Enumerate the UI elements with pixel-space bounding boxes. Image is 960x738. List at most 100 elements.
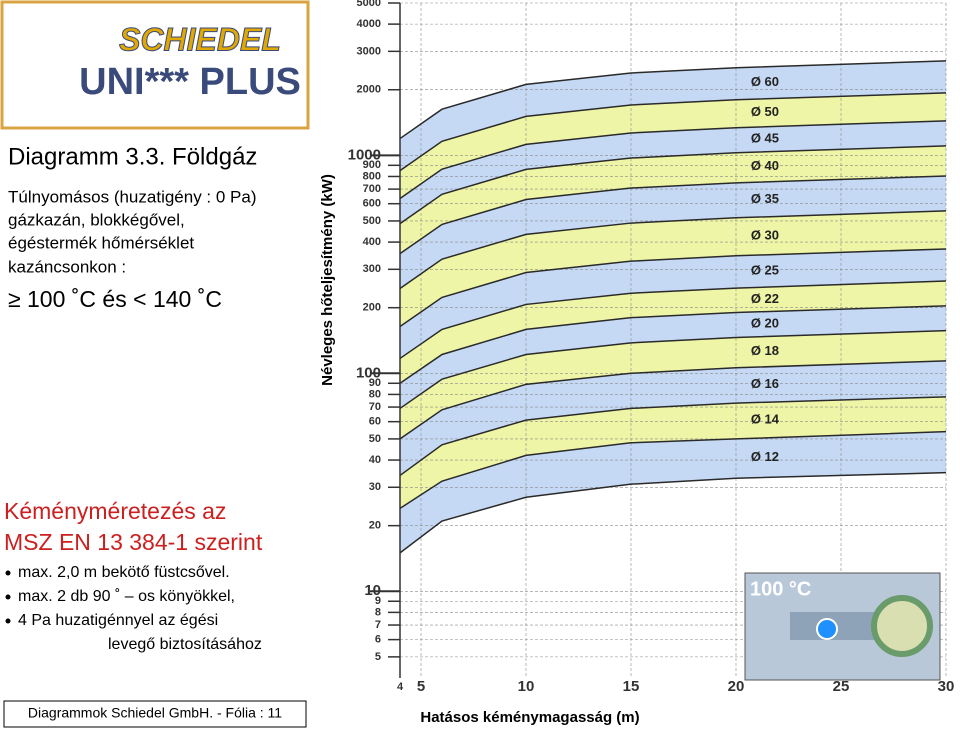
- y-tick-label: 700: [363, 183, 381, 195]
- x-tick-label: 25: [833, 678, 850, 695]
- band-boundary: [399, 280, 947, 360]
- band-label: Ø 45: [751, 131, 779, 146]
- band-boundary: [399, 329, 947, 410]
- condition: ≥ 100 ˚C és < 140 ˚C: [8, 286, 222, 312]
- band-fill: [400, 120, 946, 224]
- plot: Ø 60 Ø 50 Ø 45 Ø 40 Ø 35 Ø 30 Ø 25 Ø 22 Ø 20 Ø 18…: [348, 0, 955, 695]
- inset-label: 100 °C: [750, 578, 811, 600]
- heading-line: Kéményméretezés az: [4, 498, 226, 524]
- y-tick-label: 300: [363, 263, 381, 275]
- y-tick-label: 6: [375, 634, 381, 646]
- description-line: kazáncsonkon :: [8, 257, 126, 276]
- band-label: Ø 18: [751, 343, 779, 358]
- band-boundary: [399, 360, 947, 440]
- band-label: Ø 25: [751, 262, 779, 277]
- band-label: Ø 22: [751, 291, 779, 306]
- y-tick-label: 200: [363, 302, 381, 314]
- band-boundary: [399, 248, 947, 328]
- x-tick-label: 30: [938, 678, 955, 695]
- band-label: Ø 30: [751, 227, 779, 242]
- band-fill: [400, 281, 946, 384]
- heading-line: MSZ EN 13 384-1 szerint: [4, 529, 263, 555]
- description-line: égéstermék hőmérséklet: [8, 233, 194, 252]
- band-label: Ø 50: [751, 104, 779, 119]
- band-fill: [400, 92, 946, 199]
- y-tick-label: 70: [369, 401, 381, 413]
- y-tick-label: 400: [363, 236, 381, 248]
- y-tick-label: 40: [369, 454, 381, 466]
- description-line: gázkazán, blokkégővel,: [8, 210, 185, 229]
- y-tick-label: 3000: [357, 45, 381, 57]
- band-boundary: [399, 92, 947, 172]
- band-fill: [400, 145, 946, 254]
- y-tick-label: 30: [369, 481, 381, 493]
- bullet: max. 2,0 m bekötő füstcsővel.: [18, 564, 230, 581]
- band-fill: [400, 431, 946, 553]
- y-tick-label: 800: [363, 170, 381, 182]
- bullet-dot: [5, 618, 11, 624]
- band-fill: [400, 175, 946, 289]
- logo-product: UNI*** PLUS: [79, 61, 301, 103]
- y-tick-label: 7: [375, 619, 381, 631]
- bullet: 4 Pa huzatigénnyel az égési: [18, 612, 218, 629]
- y-tick-label: 50: [369, 433, 381, 445]
- y-tick-label: 8: [375, 606, 381, 618]
- band-label: Ø 60: [751, 74, 779, 89]
- slide-title: Diagramm 3.3. Földgáz: [8, 143, 257, 170]
- x-tick-label: 5: [417, 678, 425, 695]
- y-tick-label: 5: [375, 651, 381, 663]
- band-fill: [400, 396, 946, 509]
- y-tick-label: 20: [369, 520, 381, 532]
- band-label: Ø 12: [751, 449, 779, 464]
- logo-brand: SCHIEDEL: [119, 21, 281, 57]
- band-boundary: [399, 471, 947, 554]
- x-axis-label: Hatásos kéménymagasság (m): [420, 709, 639, 726]
- band-label: Ø 35: [751, 191, 779, 206]
- inset-dot: [816, 618, 838, 640]
- band-fill: [400, 305, 946, 409]
- footer-box: [3, 700, 307, 728]
- band-label: Ø 16: [751, 376, 779, 391]
- band-boundary: [399, 430, 947, 510]
- y-tick-label: 900: [363, 159, 381, 171]
- y-tick-label: 5000: [357, 0, 381, 9]
- band-boundary: [399, 175, 947, 255]
- band-fill: [400, 360, 946, 476]
- bullet-continuation: levegő biztosításához: [108, 636, 262, 653]
- band-boundary: [399, 145, 947, 225]
- band-fill: [400, 210, 946, 327]
- bullet: max. 2 db 90 ˚ – os könyökkel,: [18, 588, 235, 605]
- y-tick-label: 500: [363, 215, 381, 227]
- band-boundary: [399, 120, 947, 200]
- footer: Diagrammok Schiedel GmbH. - Fólia : 11: [28, 705, 282, 721]
- band-fill: [400, 330, 946, 439]
- y-tick-label: 60: [369, 416, 381, 428]
- band-boundary: [399, 396, 947, 477]
- y-tick-label: 600: [363, 198, 381, 210]
- y-tick-label: 2000: [357, 84, 381, 96]
- y-tick-label: 9: [375, 595, 381, 607]
- bullet-dot: [5, 570, 11, 576]
- band-label: Ø 40: [751, 158, 779, 173]
- x-tick-label: 4: [397, 681, 404, 693]
- y-tick-label: 90: [369, 377, 381, 389]
- band-boundary: [399, 210, 947, 290]
- bullet-dot: [5, 594, 11, 600]
- description-line: Túlnyomásos (huzatigény : 0 Pa): [8, 187, 257, 206]
- band-boundary: [399, 305, 947, 384]
- band-boundary: [399, 60, 947, 140]
- band-fill: [400, 60, 946, 171]
- band-label: Ø 20: [751, 315, 779, 330]
- inset-ring: [871, 595, 933, 657]
- y-tick-label: 4000: [357, 18, 381, 30]
- band-fill: [400, 248, 946, 359]
- x-tick-label: 15: [623, 678, 640, 695]
- y-tick-label: 10: [364, 582, 381, 599]
- logo-box: [0, 0, 310, 130]
- y-axis-label: Névleges hőteljesítmény (kW): [319, 174, 336, 386]
- band-label: Ø 14: [751, 411, 780, 426]
- y-tick-label: 100: [356, 364, 381, 381]
- y-tick-label: 1000: [348, 146, 381, 163]
- x-tick-label: 10: [518, 678, 535, 695]
